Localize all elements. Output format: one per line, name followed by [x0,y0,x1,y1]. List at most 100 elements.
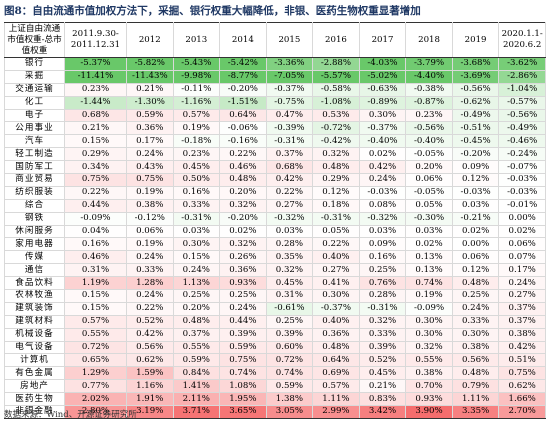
weight-diff-cell: 0.12% [312,185,360,200]
weight-diff-cell: 0.03% [405,224,453,239]
weight-diff-cell: -3.69% [451,69,500,84]
table-row: 食品饮料 1.19% 1.28% 1.13% 0.93% 0.45% 0.41% 0.76% 0… [4,276,546,291]
weight-diff-cell: 0.13% [405,250,453,265]
weight-diff-cell: 0.06% [451,250,500,265]
weight-diff-cell: 0.42% [358,160,407,175]
industry-name: 电子 [4,108,65,123]
weight-diff-cell: 0.00% [498,211,546,226]
weight-diff-cell: -3.62% [498,57,546,71]
weight-diff-cell: 0.68% [265,160,314,175]
weight-diff-cell: 2.80% [64,405,127,419]
industry-name: 医药生物 [4,392,65,407]
weight-diff-cell: 3.65% [219,405,267,419]
weight-diff-cell: -1.16% [172,95,221,110]
weight-diff-cell: 0.03% [451,198,500,213]
weight-diff-cell: 0.02% [451,224,500,239]
weight-diff-cell: 0.03% [358,224,407,239]
weight-diff-cell: -0.51% [451,121,500,136]
weight-diff-cell: 0.37% [172,327,221,342]
weight-diff-cell: 0.25% [358,263,407,278]
weight-diff-cell: 1.66% [498,392,546,407]
weight-diff-cell: 0.75% [64,173,127,187]
weight-diff-cell: -0.46% [498,134,546,149]
weight-diff-cell: 2.70% [498,405,546,419]
weight-diff-cell: 0.57% [64,314,127,329]
weight-diff-cell: 0.23% [64,82,127,97]
weight-diff-cell: 0.22% [265,185,314,200]
weight-diff-cell: 0.27% [498,289,546,303]
weight-diff-cell: 0.25% [219,289,267,303]
table-row: 建筑装饰 0.15% 0.22% 0.20% 0.24% -0.61% -0.37% -0.3… [4,301,546,316]
weight-diff-cell: 0.57% [312,379,360,394]
weight-diff-cell: 0.25% [265,314,314,329]
weight-diff-cell: 0.76% [358,276,407,291]
weight-diff-cell: 0.31% [265,289,314,303]
table-row: 传媒 0.46% 0.24% 0.15% 0.26% 0.35% 0.40% 0.16% 0.1… [4,250,546,265]
weight-diff-cell: -1.30% [126,95,174,110]
column-header: 2020.1.1-2020.6.2 [498,22,546,58]
weight-diff-cell: 0.52% [126,314,174,329]
weight-diff-cell: -0.03% [451,185,500,200]
weight-diff-cell: 0.45% [265,276,314,291]
weight-diff-cell: -0.24% [498,147,546,162]
weight-diff-cell: 0.55% [64,327,127,342]
weight-diff-cell: 0.75% [219,353,267,368]
weight-diff-cell: 0.15% [64,301,127,316]
weight-diff-cell: 0.29% [64,147,127,162]
weight-diff-cell: 0.42% [498,340,546,355]
weight-diff-cell: 0.36% [312,327,360,342]
table-row: 纺织服装 0.22% 0.19% 0.16% 0.20% 0.22% 0.12% -0.03%… [4,185,546,200]
weight-diff-cell: -1.51% [219,95,267,110]
weight-diff-cell: -0.31% [265,134,314,149]
weight-diff-cell: -0.20% [219,82,267,97]
weight-diff-cell: -0.32% [358,211,407,226]
weight-diff-cell: 0.64% [219,108,267,123]
weight-diff-cell: -0.18% [172,134,221,149]
industry-name: 农林牧渔 [4,289,65,303]
weight-diff-cell: 0.38% [126,198,174,213]
weight-diff-cell: 2.11% [172,392,221,407]
weight-diff-cell: 0.24% [451,301,500,316]
weight-diff-cell: -0.40% [405,134,453,149]
weight-diff-cell: -3.68% [451,57,500,71]
weight-diff-cell: 3.05% [265,405,314,419]
weight-diff-cell: 0.23% [172,147,221,162]
weight-diff-cell: 0.41% [312,276,360,291]
weight-diff-cell: 0.65% [64,353,127,368]
weight-diff-cell: -0.11% [172,82,221,97]
weight-diff-cell: 0.75% [126,173,174,187]
weight-diff-cell: 0.68% [64,108,127,123]
weight-diff-cell: 0.32% [219,198,267,213]
industry-name: 银行 [4,57,65,71]
weight-diff-cell: 0.24% [126,289,174,303]
header-row: 上证自由流通市值权重-总市值权重 2011.9.30-2011.12.31 2012… [4,22,546,58]
weight-diff-cell: -5.82% [126,57,174,71]
weight-diff-cell: 0.42% [126,327,174,342]
weight-diff-cell: 0.33% [172,198,221,213]
industry-name: 休闲服务 [4,224,65,239]
weight-diff-cell: 0.24% [358,173,407,187]
weight-diff-cell: -0.87% [405,95,453,110]
weight-diff-cell: -0.09% [64,211,127,226]
table-row: 商业贸易 0.75% 0.75% 0.50% 0.48% 0.42% 0.29% 0.24% 0… [4,173,546,187]
weight-diff-cell: 3.71% [172,405,221,419]
weight-diff-cell: 0.48% [219,173,267,187]
weight-diff-cell: 0.07% [498,250,546,265]
weight-diff-cell: 0.27% [265,198,314,213]
weight-diff-cell: 0.16% [64,237,127,252]
weight-diff-cell: 0.74% [405,276,453,291]
weight-diff-cell: 0.28% [265,237,314,252]
weight-diff-cell: 0.22% [219,147,267,162]
table-row: 计算机 0.65% 0.62% 0.59% 0.75% 0.72% 0.64% 0.52% 0.… [4,353,546,368]
weight-diff-cell: 0.35% [265,250,314,265]
weight-diff-cell: -5.43% [172,57,221,71]
weight-diff-cell: 0.32% [265,263,314,278]
weight-diff-cell: 0.72% [64,340,127,355]
weight-diff-cell: -0.07% [498,160,546,175]
weight-diff-cell: 0.38% [451,340,500,355]
industry-name: 建筑装饰 [4,301,65,316]
weight-diff-cell: 0.21% [64,121,127,136]
weight-diff-cell: -8.77% [219,69,267,84]
weight-diff-cell: 1.41% [172,379,221,394]
industry-name: 有色金属 [4,366,65,381]
